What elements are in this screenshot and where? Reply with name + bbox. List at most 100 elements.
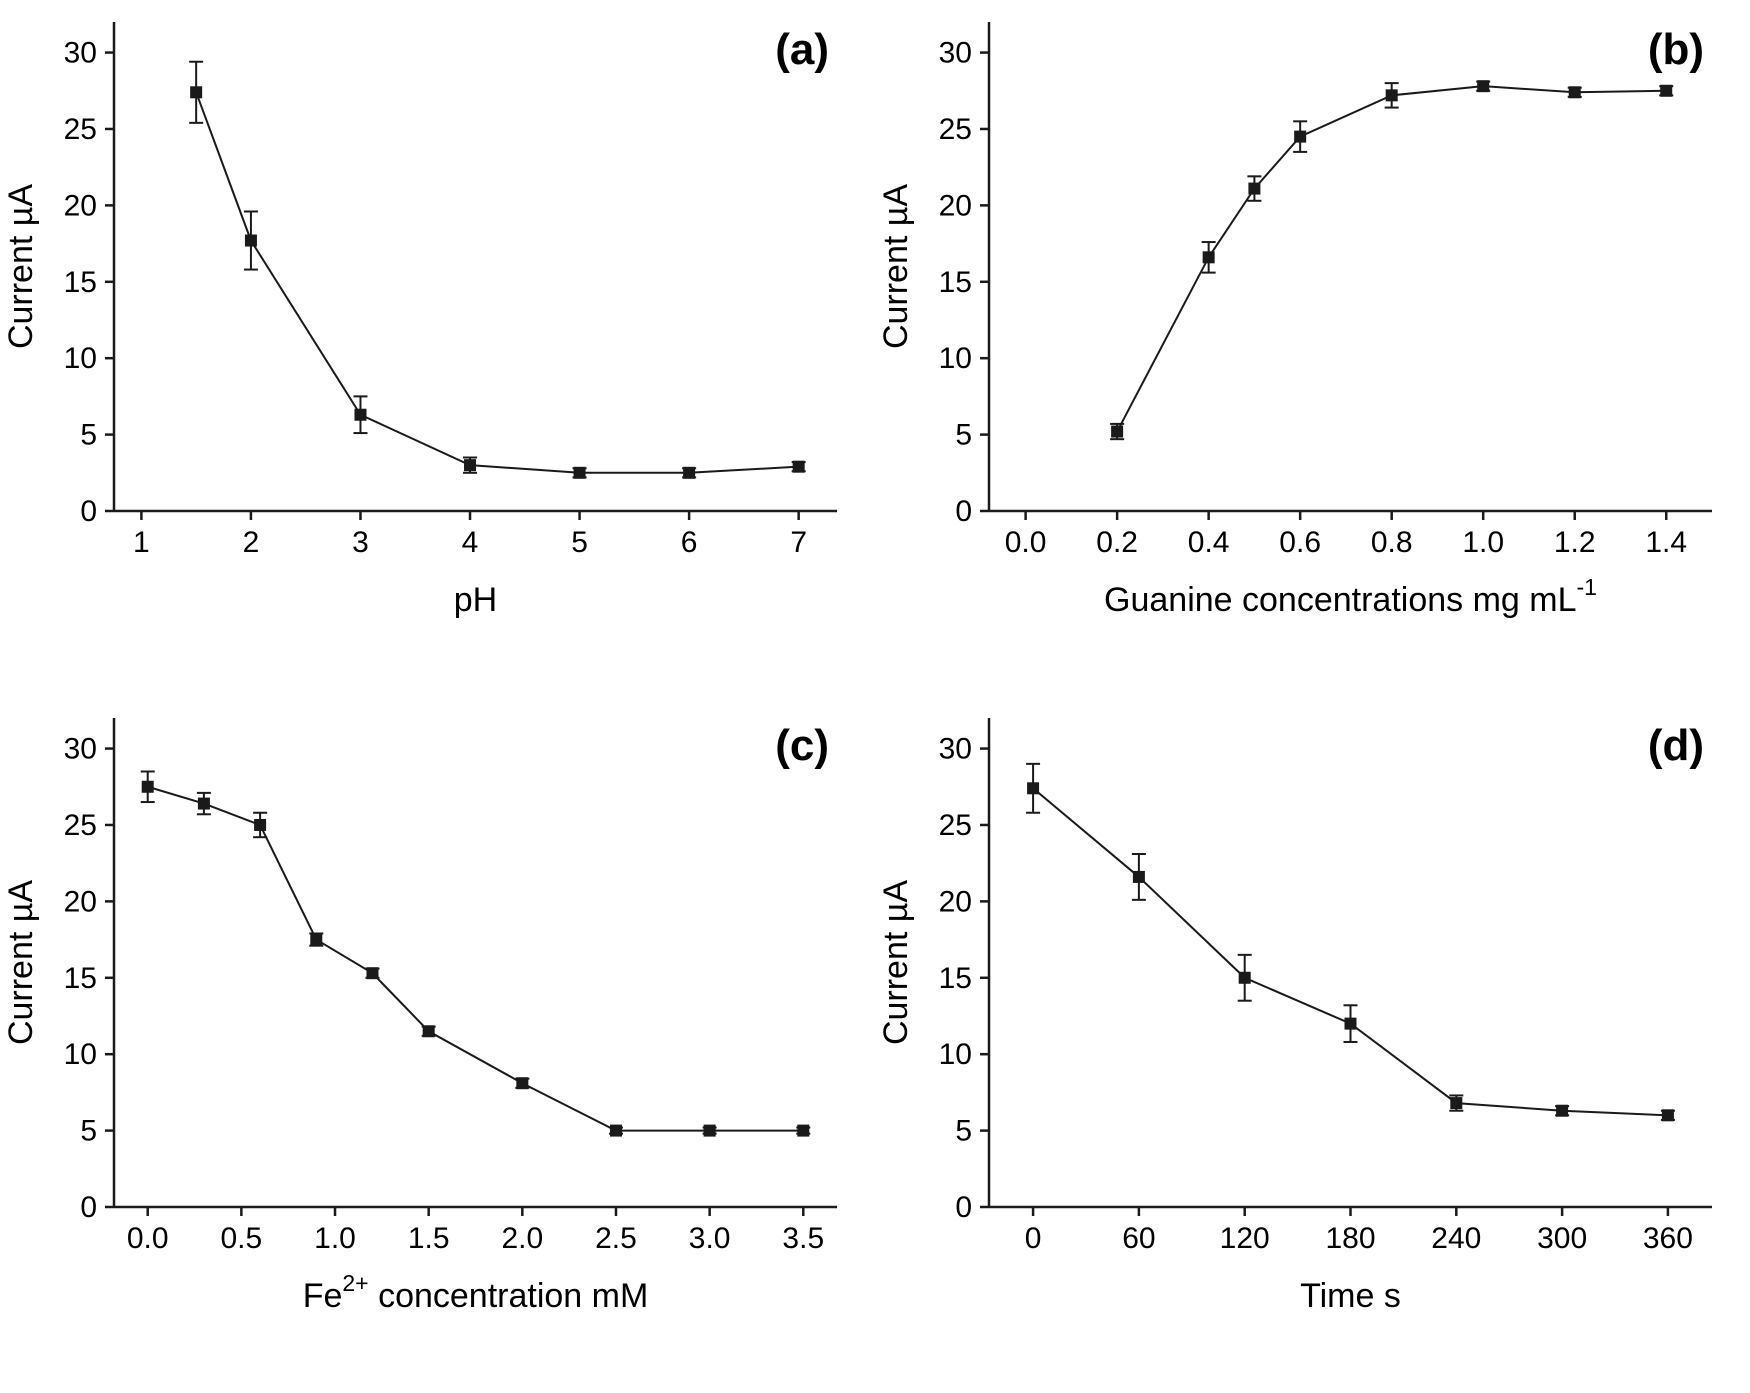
x-tick-label: 1 xyxy=(133,526,150,559)
data-point-marker xyxy=(1344,1017,1357,1030)
x-tick-label: 7 xyxy=(790,526,807,559)
data-point-marker xyxy=(310,933,323,946)
x-tick-label: 5 xyxy=(571,526,588,559)
y-tick-label: 20 xyxy=(64,885,97,918)
plot-area: 0.0 0.2 0.4 0.6 0.8 1.0 1.2 1.4 0 5 10 15 20 25 30 (b) C… xyxy=(877,22,1712,619)
data-point-marker xyxy=(1450,1097,1463,1110)
data-point-marker xyxy=(683,466,696,479)
data-point-marker xyxy=(797,1124,810,1137)
y-tick-label: 0 xyxy=(80,1191,97,1224)
data-point-marker xyxy=(609,1124,622,1137)
y-tick-label: 0 xyxy=(955,495,972,528)
data-point-marker xyxy=(366,967,379,980)
x-tick-label: 180 xyxy=(1325,1222,1375,1255)
data-point-marker xyxy=(1568,86,1581,99)
x-axis-title: pH xyxy=(454,581,497,619)
y-axis-title: Current µA xyxy=(2,184,40,349)
x-tick-label: 0.0 xyxy=(127,1222,169,1255)
x-tick-label: 1.0 xyxy=(1462,526,1504,559)
panel-a: 1 2 3 4 5 6 7 0 5 10 15 20 25 30 (a) Current µA pH xyxy=(0,0,875,696)
y-tick-label: 25 xyxy=(939,113,972,146)
data-point-marker xyxy=(244,234,257,247)
chart-panel-c: 0.0 0.5 1.0 1.5 2.0 2.5 3.0 3.5 0 5 10 15 20 25 30 (c) C… xyxy=(2,718,837,1315)
panel-c: 0.0 0.5 1.0 1.5 2.0 2.5 3.0 3.5 0 5 10 15 20 25 30 (c) C… xyxy=(0,696,875,1392)
x-tick-label: 0.6 xyxy=(1279,526,1321,559)
y-tick-label: 0 xyxy=(955,1191,972,1224)
data-point-marker xyxy=(1027,782,1040,795)
y-axis-title: Current µA xyxy=(2,880,40,1045)
y-tick-label: 10 xyxy=(64,1038,97,1071)
x-axis-title: Guanine concentrations mg mL-1 xyxy=(1104,574,1597,619)
data-point-marker xyxy=(1132,870,1145,883)
panel-d: 0 60 120 180 240 300 360 0 5 10 15 20 25 30 (d) Current… xyxy=(875,696,1750,1392)
data-point-marker xyxy=(190,86,203,99)
y-tick-label: 15 xyxy=(939,266,972,299)
y-tick-label: 15 xyxy=(939,962,972,995)
y-axis-title: Current µA xyxy=(877,880,915,1045)
plot-area: 1 2 3 4 5 6 7 0 5 10 15 20 25 30 (a) Current µA pH xyxy=(2,22,837,619)
y-tick-label: 10 xyxy=(64,342,97,375)
x-tick-label: 60 xyxy=(1122,1222,1155,1255)
data-point-marker xyxy=(703,1124,716,1137)
y-tick-label: 20 xyxy=(939,885,972,918)
data-point-marker xyxy=(141,780,154,793)
y-tick-label: 30 xyxy=(64,37,97,70)
x-tick-label: 0.2 xyxy=(1096,526,1138,559)
x-tick-label: 3.0 xyxy=(689,1222,731,1255)
y-tick-label: 25 xyxy=(939,809,972,842)
y-tick-label: 0 xyxy=(80,495,97,528)
x-axis-title: Time s xyxy=(1300,1277,1401,1315)
data-point-marker xyxy=(1661,1109,1674,1122)
y-tick-label: 20 xyxy=(64,189,97,222)
x-axis-title: Fe2+ concentration mM xyxy=(303,1270,649,1315)
x-tick-label: 0.0 xyxy=(1005,526,1047,559)
data-point-marker xyxy=(792,460,805,473)
data-series-line xyxy=(147,785,804,1132)
x-tick-label: 6 xyxy=(681,526,698,559)
x-tick-label: 0.8 xyxy=(1371,526,1413,559)
data-point-marker xyxy=(1294,130,1307,143)
y-tick-label: 15 xyxy=(64,266,97,299)
plot-area: 0.0 0.5 1.0 1.5 2.0 2.5 3.0 3.5 0 5 10 15 20 25 30 (c) C… xyxy=(2,718,837,1315)
x-tick-label: 0.4 xyxy=(1188,526,1230,559)
x-tick-label: 2.5 xyxy=(595,1222,637,1255)
data-point-marker xyxy=(1385,89,1398,102)
y-tick-label: 5 xyxy=(955,419,972,452)
x-tick-label: 1.2 xyxy=(1554,526,1596,559)
data-point-marker xyxy=(464,459,477,472)
data-series-line xyxy=(1116,85,1667,433)
y-tick-label: 15 xyxy=(64,962,97,995)
data-point-marker xyxy=(516,1077,529,1090)
y-tick-label: 20 xyxy=(939,189,972,222)
y-tick-label: 25 xyxy=(64,113,97,146)
plot-area: 0 60 120 180 240 300 360 0 5 10 15 20 25 30 (d) Current… xyxy=(877,718,1712,1315)
data-point-marker xyxy=(1248,182,1261,195)
data-point-marker xyxy=(197,797,210,810)
y-axis-title: Current µA xyxy=(877,184,915,349)
x-tick-label: 2 xyxy=(243,526,260,559)
panel-label: (a) xyxy=(775,25,829,74)
x-tick-label: 1.0 xyxy=(314,1222,356,1255)
data-point-marker xyxy=(573,466,586,479)
chart-panel-d: 0 60 120 180 240 300 360 0 5 10 15 20 25 30 (d) Current… xyxy=(877,718,1712,1315)
x-tick-label: 1.5 xyxy=(408,1222,450,1255)
y-tick-label: 30 xyxy=(939,733,972,766)
data-series-line xyxy=(195,91,799,474)
panel-label: (d) xyxy=(1648,721,1704,770)
y-tick-label: 10 xyxy=(939,342,972,375)
data-point-marker xyxy=(1111,425,1124,438)
x-tick-label: 360 xyxy=(1643,1222,1693,1255)
y-tick-label: 10 xyxy=(939,1038,972,1071)
x-tick-label: 240 xyxy=(1431,1222,1481,1255)
x-tick-label: 1.4 xyxy=(1645,526,1687,559)
chart-panel-b: 0.0 0.2 0.4 0.6 0.8 1.0 1.2 1.4 0 5 10 15 20 25 30 (b) C… xyxy=(877,22,1712,619)
data-point-marker xyxy=(1556,1104,1569,1117)
y-tick-label: 30 xyxy=(64,733,97,766)
chart-panel-a: 1 2 3 4 5 6 7 0 5 10 15 20 25 30 (a) Current µA pH xyxy=(2,22,837,619)
x-tick-label: 3.5 xyxy=(782,1222,824,1255)
data-point-marker xyxy=(254,818,267,831)
x-tick-label: 0 xyxy=(1025,1222,1042,1255)
data-point-marker xyxy=(354,408,367,421)
data-point-marker xyxy=(422,1025,435,1038)
